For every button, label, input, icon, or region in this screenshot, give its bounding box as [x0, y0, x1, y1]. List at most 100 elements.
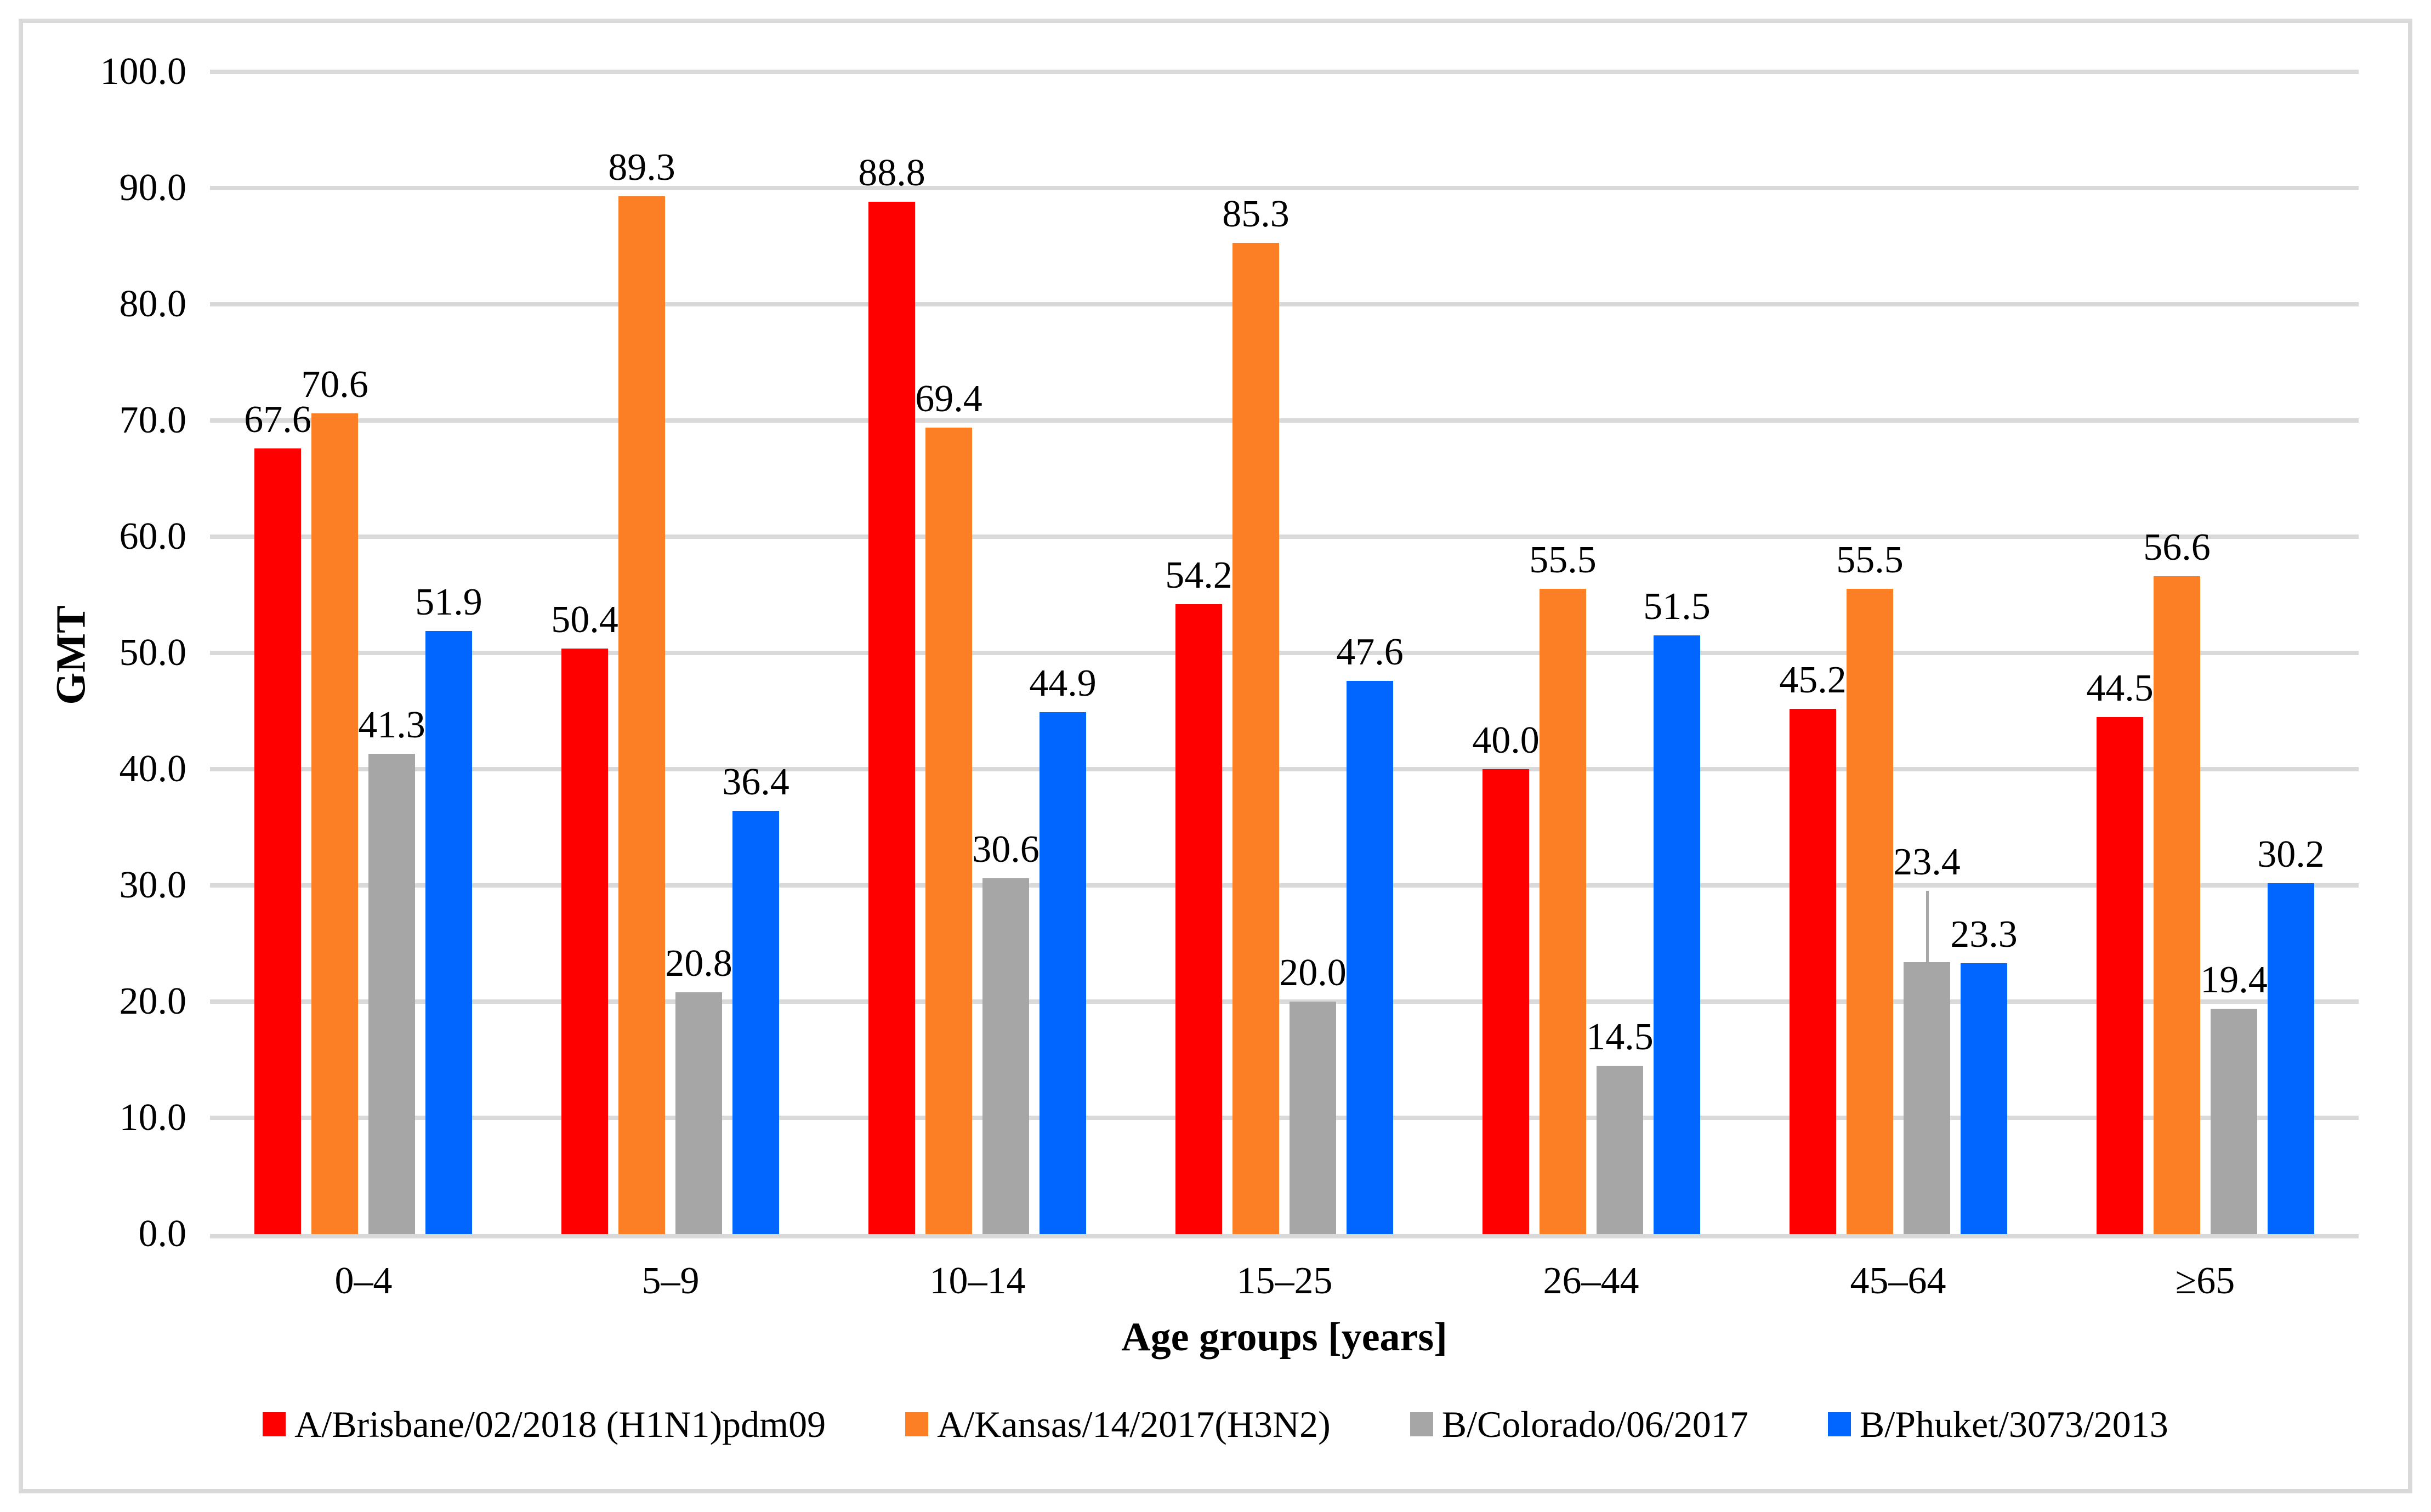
x-axis-line [210, 1234, 2359, 1238]
y-tick-label: 10.0 [119, 1096, 187, 1139]
x-tick-label: 45–64 [1850, 1260, 1946, 1302]
legend-marker-icon [263, 1412, 286, 1436]
bar [732, 811, 779, 1234]
bar [1540, 589, 1586, 1234]
label-leader-line [1926, 891, 1929, 962]
bar [1790, 709, 1836, 1234]
x-tick-label: 0–4 [334, 1260, 393, 1302]
y-tick-label: 80.0 [119, 283, 187, 325]
bar-data-label: 20.8 [665, 942, 732, 985]
y-tick-label: 30.0 [119, 864, 187, 906]
legend-label: A/Brisbane/02/2018 (H1N1)pdm09 [294, 1403, 826, 1445]
bar-data-label: 70.6 [301, 363, 368, 406]
bar [618, 196, 665, 1234]
y-tick-label: 0.0 [138, 1213, 187, 1255]
bar-data-label: 23.3 [1950, 913, 2018, 956]
bar-data-label: 89.3 [608, 146, 675, 189]
bar [925, 428, 972, 1234]
bar [1904, 962, 1950, 1234]
bar [311, 413, 358, 1234]
y-tick-label: 100.0 [100, 50, 187, 93]
legend-item: B/Colorado/06/2017 [1410, 1405, 1748, 1444]
gridline [210, 302, 2359, 306]
bar-data-label: 36.4 [722, 761, 789, 803]
legend-marker-icon [1410, 1412, 1433, 1436]
bar [1597, 1066, 1643, 1234]
x-axis-title: Age groups [years] [1121, 1315, 1447, 1360]
bar [1290, 1002, 1336, 1234]
gridline [210, 767, 2359, 771]
bar [2154, 576, 2200, 1234]
bar [2268, 883, 2314, 1234]
bar-data-label: 44.9 [1029, 662, 1097, 704]
gridline [210, 999, 2359, 1004]
y-tick-label: 20.0 [119, 980, 187, 1022]
y-tick-label: 50.0 [119, 632, 187, 674]
gridline [210, 186, 2359, 190]
gridline [210, 70, 2359, 74]
legend-marker-icon [905, 1412, 929, 1436]
legend-item: A/Brisbane/02/2018 (H1N1)pdm09 [263, 1405, 826, 1444]
y-tick-label: 90.0 [119, 167, 187, 209]
bar-data-label: 51.9 [415, 581, 482, 623]
bar [1961, 963, 2007, 1234]
bar-data-label: 69.4 [915, 378, 982, 420]
bar-data-label: 50.4 [551, 599, 618, 641]
gridline [210, 535, 2359, 539]
bar [2211, 1009, 2257, 1234]
x-tick-label: ≥65 [2175, 1260, 2235, 1302]
bar-data-label: 88.8 [858, 152, 925, 194]
bar-data-label: 55.5 [1529, 539, 1597, 581]
bar-data-label: 54.2 [1165, 554, 1232, 596]
bar-data-label: 14.5 [1586, 1016, 1654, 1058]
bar-data-label: 40.0 [1472, 719, 1540, 761]
bar-data-label: 56.6 [2143, 526, 2211, 569]
gridline [210, 418, 2359, 423]
legend-marker-icon [1827, 1412, 1851, 1436]
legend-label: B/Phuket/3073/2013 [1859, 1403, 2168, 1445]
legend-label: B/Colorado/06/2017 [1441, 1403, 1748, 1445]
bar-data-label: 19.4 [2200, 959, 2268, 1001]
legend-item: B/Phuket/3073/2013 [1827, 1403, 2168, 1445]
x-tick-label: 10–14 [929, 1260, 1026, 1302]
bar [254, 448, 301, 1234]
bar-data-label: 47.6 [1336, 631, 1404, 673]
bar [1483, 769, 1529, 1234]
x-tick-label: 26–44 [1543, 1260, 1639, 1302]
bar [2097, 717, 2143, 1234]
bar-data-label: 45.2 [1779, 659, 1847, 701]
bar-data-label: 20.0 [1279, 952, 1347, 994]
bar [1847, 589, 1893, 1234]
bar-data-label: 67.6 [244, 399, 311, 441]
bar [675, 992, 722, 1234]
bar [1232, 243, 1279, 1234]
bar-data-label: 30.6 [972, 828, 1040, 871]
gridline [210, 883, 2359, 888]
x-tick-label: 15–25 [1236, 1260, 1333, 1302]
bar [561, 649, 608, 1234]
legend-item: A/Kansas/14/2017(H3N2) [905, 1405, 1331, 1444]
bar [1040, 712, 1086, 1234]
y-tick-label: 60.0 [119, 515, 187, 558]
bar [982, 878, 1029, 1234]
bar [425, 631, 472, 1234]
legend-label: A/Kansas/14/2017(H3N2) [937, 1403, 1331, 1445]
y-tick-label: 40.0 [119, 748, 187, 790]
bar [1175, 604, 1222, 1234]
bar-data-label: 85.3 [1222, 193, 1290, 235]
y-tick-label: 70.0 [119, 399, 187, 441]
bar-data-label: 44.5 [2086, 667, 2154, 709]
gridline [210, 651, 2359, 655]
bar [368, 754, 415, 1234]
bar-data-label: 23.4 [1893, 841, 1961, 883]
bar-data-label: 30.2 [2257, 833, 2325, 876]
bar-data-label: 41.3 [358, 704, 425, 746]
bar [868, 202, 915, 1234]
bar-data-label: 51.5 [1643, 586, 1711, 628]
gridline [210, 1116, 2359, 1120]
chart-legend: A/Brisbane/02/2018 (H1N1)pdm09 A/Kansas/1… [0, 1405, 2431, 1444]
bar-data-label: 55.5 [1836, 539, 1904, 581]
bar [1654, 635, 1700, 1234]
bar [1347, 681, 1393, 1234]
